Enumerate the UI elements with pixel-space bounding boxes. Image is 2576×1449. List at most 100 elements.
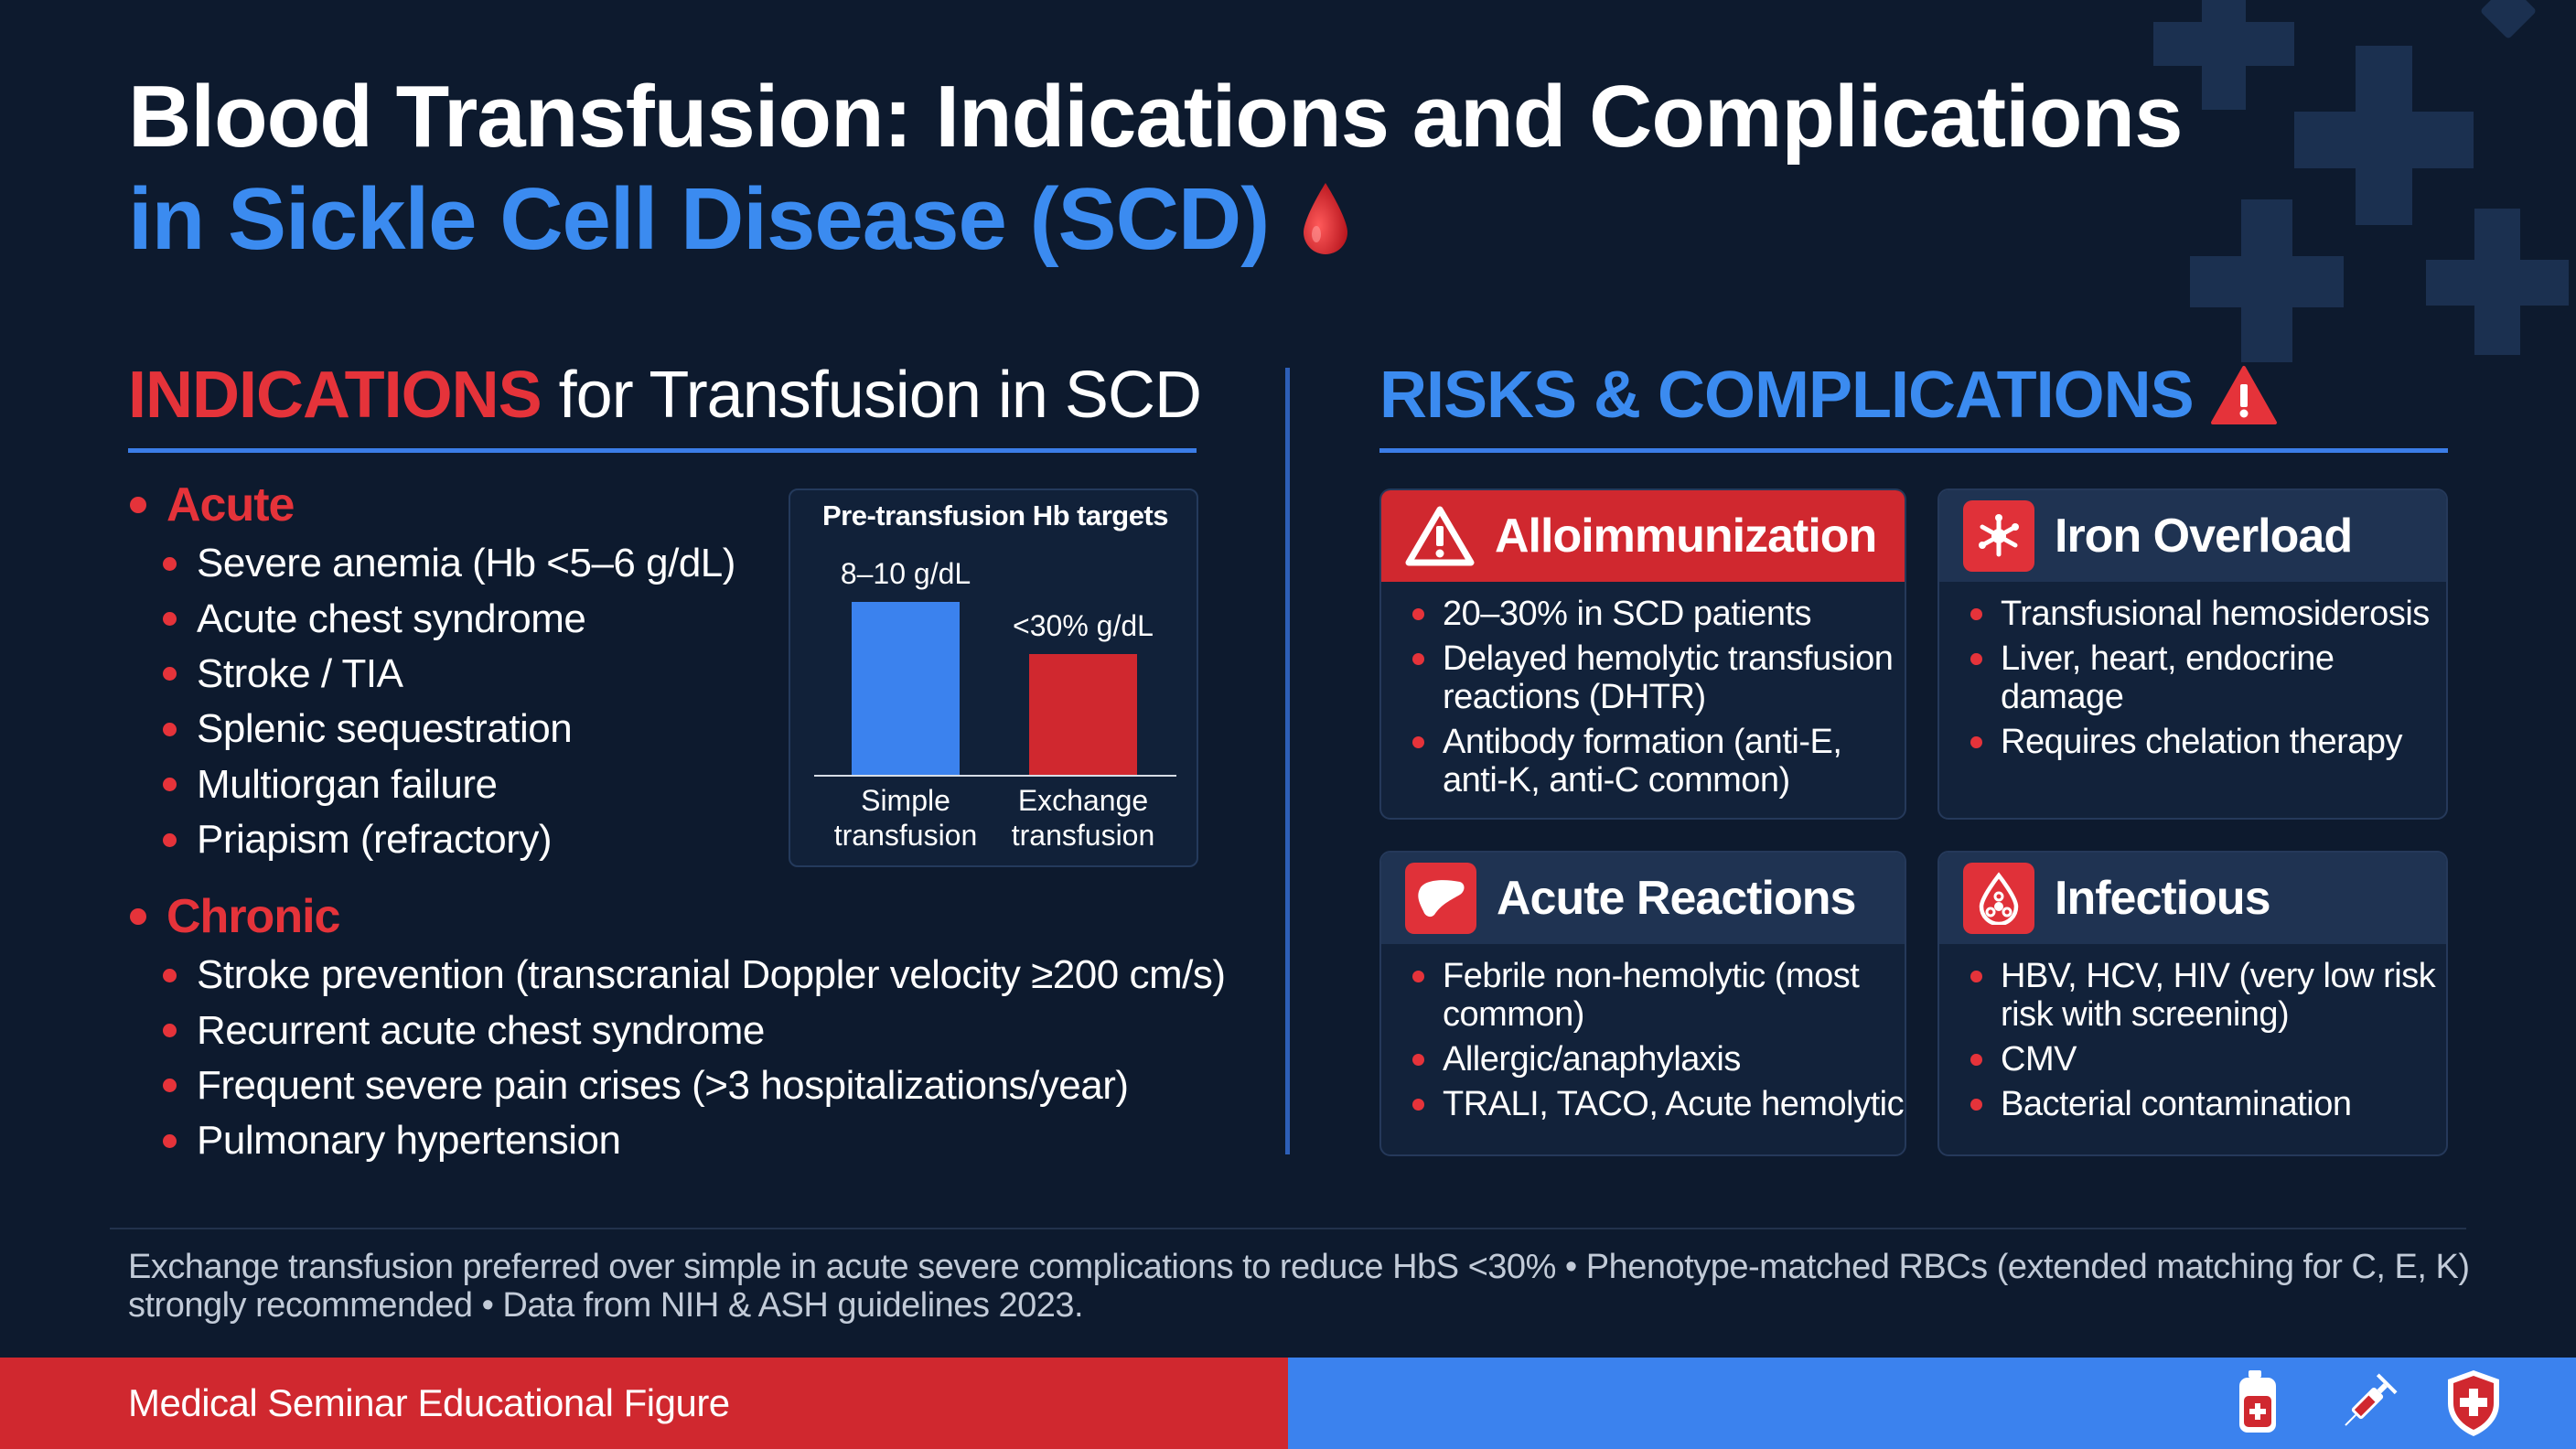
card-title: Acute Reactions <box>1497 872 1856 925</box>
syringe-icon <box>2331 1368 2404 1438</box>
acute-item: Splenic sequestration <box>197 706 573 752</box>
list-item: Acute chest syndrome <box>163 591 735 646</box>
chart-bar <box>852 602 960 776</box>
list-item: 20–30% in SCD patients <box>1412 595 1905 633</box>
bullet <box>163 1024 177 1038</box>
indications-heading: INDICATIONS for Transfusion in SCD <box>128 359 1202 432</box>
list-item: Transfusional hemosiderosis <box>1970 595 2446 633</box>
decorative-cross <box>2190 199 2344 362</box>
blood-bag-icon <box>2225 1368 2298 1438</box>
risk-item: Febrile non-hemolytic (most common) <box>1443 957 1860 1034</box>
chronic-item: Frequent severe pain crises (>3 hospital… <box>197 1062 1129 1108</box>
bullet <box>1970 736 1982 748</box>
bullet <box>163 1079 177 1093</box>
infectious-card-header: Infectious <box>1939 853 2446 944</box>
card-title: Alloimmunization <box>1495 510 1877 563</box>
list-item: Stroke / TIA <box>163 647 735 702</box>
bottom-bar-right <box>1288 1358 2576 1449</box>
bullet <box>163 778 177 792</box>
liver-icon <box>1405 863 1476 934</box>
bottom-bar: Medical Seminar Educational Figure <box>0 1358 2576 1449</box>
bullet <box>1412 1099 1424 1111</box>
bullet <box>163 968 177 982</box>
chronic-item: Recurrent acute chest syndrome <box>197 1007 765 1053</box>
decorative-cross <box>2294 46 2474 225</box>
chart-bar <box>1029 654 1137 776</box>
acute-item: Multiorgan failure <box>197 761 498 807</box>
chart-data-label: 8–10 g/dL <box>841 557 971 590</box>
title-line-2: in Sickle Cell Disease (SCD) <box>128 168 2182 271</box>
acute-reactions-card-header: Acute Reactions <box>1381 853 1905 944</box>
list-item: Antibody formation (anti-E, anti-K, anti… <box>1412 723 1905 800</box>
bullet <box>1970 653 1982 665</box>
bullet <box>1970 971 1982 982</box>
list-item: Stroke prevention (transcranial Doppler … <box>163 948 1226 1003</box>
acute-label-text: Acute <box>166 478 295 531</box>
indications-heading-rest: for Transfusion in SCD <box>541 359 1202 432</box>
risk-item: Antibody formation (anti-E, anti-K, anti… <box>1443 723 1842 800</box>
alloimmunization-card: Alloimmunization 20–30% in SCD patients … <box>1379 488 1906 820</box>
risk-item: Requires chelation therapy <box>2001 723 2403 761</box>
list-item: Frequent severe pain crises (>3 hospital… <box>163 1058 1225 1113</box>
column-divider <box>1285 368 1290 1154</box>
bullet <box>163 667 177 682</box>
list-item: Pulmonary hypertension <box>163 1113 1225 1168</box>
bullet <box>1412 971 1424 982</box>
list-item: Severe anemia (Hb <5–6 g/dL) <box>163 536 735 591</box>
list-item: CMV <box>1970 1040 2446 1079</box>
biohazard-drop-icon <box>1963 863 2034 934</box>
decorative-diamond <box>2479 0 2538 40</box>
title-line-1: Blood Transfusion: Indications and Compl… <box>128 68 2183 166</box>
bullet <box>1970 608 1982 620</box>
acute-reactions-list: Febrile non-hemolytic (most common) Alle… <box>1381 944 1905 1123</box>
hb-targets-chart-svg: Pre-transfusion Hb targets 8–10 g/dL Simpl… <box>814 499 1176 852</box>
chronic-dot <box>130 908 146 925</box>
chronic-label: Chronic <box>130 889 340 944</box>
acute-item: Stroke / TIA <box>197 650 403 696</box>
list-item: Splenic sequestration <box>163 702 735 757</box>
acute-label: Acute <box>130 478 295 532</box>
medical-shield-icon <box>2437 1368 2510 1438</box>
bullet <box>163 1133 177 1148</box>
list-item: Priapism (refractory) <box>163 812 735 867</box>
risks-underline <box>1379 448 2448 453</box>
chart-tick-label: transfusion <box>834 819 978 852</box>
risk-item: HBV, HCV, HIV (very low risk risk with s… <box>2001 957 2436 1034</box>
warning-icon <box>2210 366 2277 424</box>
chronic-list: Stroke prevention (transcranial Doppler … <box>163 948 1226 1169</box>
risk-item: Liver, heart, endocrine damage <box>2001 639 2334 716</box>
risk-item: TRALI, TACO, Acute hemolytic <box>1443 1085 1905 1123</box>
title-line-2-text: in Sickle Cell Disease (SCD) <box>128 170 1270 268</box>
footnote: Exchange transfusion preferred over simp… <box>128 1248 2470 1325</box>
bullet <box>1412 1054 1424 1066</box>
chronic-item: Stroke prevention (transcranial Doppler … <box>197 952 1226 998</box>
bullet <box>163 722 177 736</box>
alloimmunization-list: 20–30% in SCD patients Delayed hemolytic… <box>1381 582 1905 800</box>
risk-item: Delayed hemolytic transfusion reactions … <box>1443 639 1894 716</box>
risks-heading: RISKS & COMPLICATIONS <box>1379 359 2278 432</box>
bullet <box>1970 1054 1982 1066</box>
risk-item: CMV <box>2001 1040 2077 1079</box>
risk-item: Allergic/anaphylaxis <box>1443 1040 1741 1079</box>
bullet <box>1412 653 1424 665</box>
bullet <box>163 612 177 627</box>
footer-icons <box>2225 1368 2510 1438</box>
card-title: Iron Overload <box>2055 510 2353 563</box>
list-item: Recurrent acute chest syndrome <box>163 1003 1225 1057</box>
blood-drop-icon <box>1304 183 1348 254</box>
chronic-item: Pulmonary hypertension <box>197 1118 621 1164</box>
decorative-cross <box>2153 0 2294 110</box>
acute-item: Acute chest syndrome <box>197 596 586 641</box>
warning-triangle-icon <box>1405 506 1475 566</box>
risk-item: 20–30% in SCD patients <box>1443 595 1812 633</box>
list-item: Delayed hemolytic transfusion reactions … <box>1412 639 1905 716</box>
acute-item: Priapism (refractory) <box>197 817 553 863</box>
list-item: Multiorgan failure <box>163 757 735 812</box>
list-item: Requires chelation therapy <box>1970 723 2446 761</box>
iron-atom-icon <box>1963 500 2034 572</box>
hb-targets-chart: Pre-transfusion Hb targets 8–10 g/dL Simpl… <box>789 488 1198 867</box>
chronic-label-text: Chronic <box>166 890 340 943</box>
list-item: Febrile non-hemolytic (most common) <box>1412 957 1905 1034</box>
iron-overload-card-header: Iron Overload <box>1939 490 2446 582</box>
chart-tick-label: transfusion <box>1012 819 1155 852</box>
